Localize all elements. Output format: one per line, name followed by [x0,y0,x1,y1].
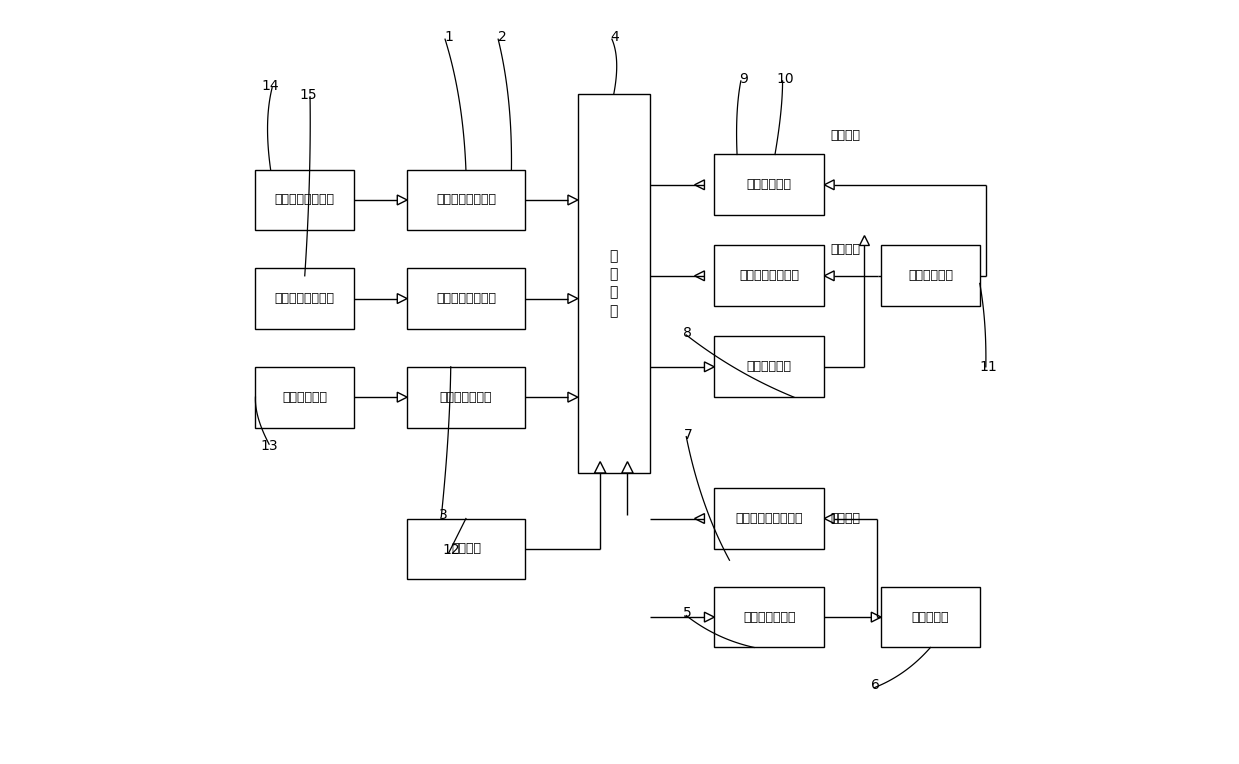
FancyBboxPatch shape [881,587,980,647]
Text: 2: 2 [498,30,507,44]
FancyBboxPatch shape [715,587,824,647]
FancyBboxPatch shape [715,336,824,397]
Text: 燃气比例阀: 燃气比例阀 [912,610,949,623]
Text: 出水温度采集电路: 出水温度采集电路 [436,292,496,305]
FancyBboxPatch shape [255,170,354,230]
FancyBboxPatch shape [408,367,524,428]
FancyBboxPatch shape [881,245,980,306]
Text: 电流信号: 电流信号 [830,243,860,256]
Text: 4: 4 [610,30,618,44]
Text: 3: 3 [439,508,449,522]
Text: 13: 13 [260,439,278,454]
FancyBboxPatch shape [715,154,824,215]
FancyBboxPatch shape [255,268,354,329]
FancyBboxPatch shape [715,245,824,306]
Text: 主
控
制
器: 主 控 制 器 [610,249,618,318]
FancyBboxPatch shape [715,488,824,549]
Text: 7: 7 [684,428,693,442]
Text: 比例阀电流反馈电路: 比例阀电流反馈电路 [736,512,803,525]
Text: 风机控制电路: 风机控制电路 [747,361,792,374]
Text: 5: 5 [684,607,693,620]
Text: 水流量采集电路: 水流量采集电路 [440,390,492,403]
Text: 水流量传感器: 水流量传感器 [282,390,327,403]
Text: 电流信号: 电流信号 [830,512,860,525]
Text: 14: 14 [261,79,280,93]
Text: 12: 12 [442,543,460,558]
Text: 比例阀控制电路: 比例阀控制电路 [743,610,795,623]
Text: 9: 9 [738,72,747,86]
FancyBboxPatch shape [408,268,524,329]
Text: 进水温度采集电路: 进水温度采集电路 [436,193,496,206]
FancyBboxPatch shape [255,367,354,428]
FancyBboxPatch shape [577,94,649,473]
Text: 转速反馈电路: 转速反馈电路 [747,178,792,191]
Text: 转速信号: 转速信号 [830,129,860,142]
Text: 过水侧温度传感器: 过水侧温度传感器 [275,193,335,206]
Text: 操作面板: 操作面板 [451,542,481,555]
Text: 风机电流反馈电路: 风机电流反馈电路 [740,270,799,283]
Text: 6: 6 [871,678,880,692]
Text: 出水侧温度传感器: 出水侧温度传感器 [275,292,335,305]
Text: 1: 1 [445,30,453,44]
Text: 15: 15 [300,89,317,102]
FancyBboxPatch shape [408,170,524,230]
FancyBboxPatch shape [408,519,524,579]
Text: 11: 11 [979,360,997,374]
Text: 直流调速风机: 直流调速风机 [908,270,953,283]
Text: 10: 10 [776,72,794,86]
Text: 8: 8 [684,325,693,340]
